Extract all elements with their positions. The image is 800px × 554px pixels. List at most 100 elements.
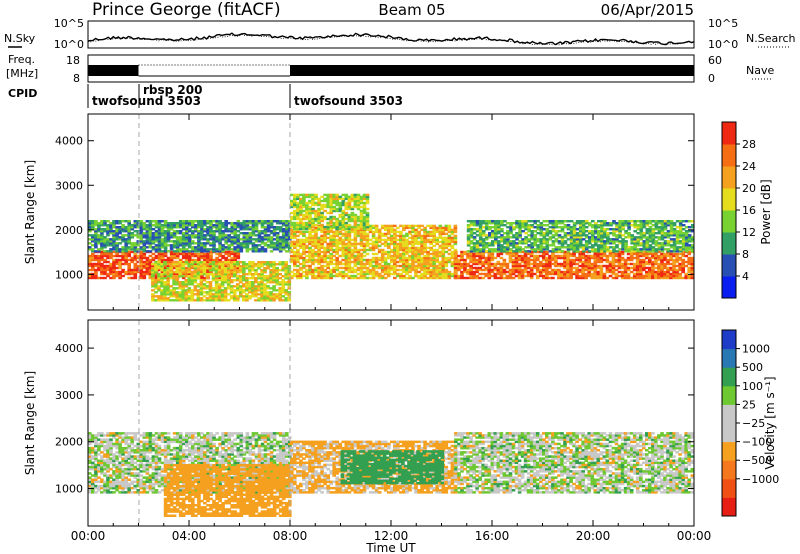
- heatmap-cell: [254, 287, 258, 290]
- heatmap-cell: [121, 262, 125, 266]
- heatmap-cell: [332, 258, 336, 262]
- heatmap-cell: [481, 238, 486, 241]
- heatmap-cell: [151, 269, 155, 272]
- heatmap-cell: [527, 240, 531, 243]
- heatmap-cell: [506, 230, 510, 233]
- heatmap-cell: [91, 264, 95, 268]
- heatmap-cell: [230, 248, 234, 251]
- heatmap-cell: [353, 246, 358, 250]
- heatmap-cell: [302, 244, 306, 248]
- heatmap-cell: [197, 266, 201, 270]
- heatmap-cell: [212, 248, 216, 251]
- heatmap-cell: [145, 268, 150, 272]
- heatmap-cell: [368, 228, 373, 232]
- heatmap-cell: [94, 262, 98, 266]
- heatmap-cell: [475, 250, 480, 253]
- heatmap-cell: [660, 252, 664, 256]
- heatmap-cell: [396, 272, 400, 276]
- heatmap-cell: [408, 248, 412, 252]
- heatmap-cell: [687, 268, 691, 272]
- heatmap-cell: [557, 256, 561, 260]
- heatmap-cell: [172, 252, 177, 256]
- heatmap-cell: [145, 266, 150, 270]
- heatmap-cell: [533, 230, 537, 233]
- heatmap-cell: [263, 285, 267, 288]
- heatmap-cell: [487, 268, 492, 272]
- heatmap-cell: [281, 238, 286, 241]
- heatmap-cell: [115, 260, 119, 264]
- heatmap-cell: [326, 221, 330, 225]
- heatmap-cell: [629, 252, 634, 256]
- heatmap-cell: [190, 273, 195, 276]
- heatmap-cell: [512, 222, 516, 225]
- heatmap-cell: [654, 258, 658, 262]
- heatmap-cell: [365, 248, 370, 252]
- heatmap-cell: [529, 254, 534, 258]
- heatmap-cell: [515, 226, 519, 229]
- heatmap-cell: [529, 276, 534, 280]
- heatmap-cell: [632, 262, 637, 266]
- heatmap-cell: [542, 264, 546, 268]
- heatmap-cell: [365, 272, 370, 276]
- heatmap-cell: [269, 244, 274, 247]
- heatmap-cell: [512, 234, 516, 237]
- heatmap-cell: [211, 277, 216, 280]
- heatmap-cell: [215, 256, 219, 260]
- heatmap-cell: [338, 207, 343, 211]
- heatmap-cell: [408, 224, 412, 228]
- heatmap-cell: [472, 222, 477, 225]
- heatmap-cell: [151, 236, 156, 239]
- heatmap-cell: [666, 258, 670, 262]
- heatmap-cell: [97, 240, 101, 243]
- heatmap-cell: [411, 258, 415, 262]
- heatmap-cell: [245, 234, 250, 237]
- heatmap-cell: [368, 276, 373, 280]
- heatmap-cell: [560, 272, 564, 276]
- heatmap-cell: [236, 252, 241, 256]
- heatmap-cell: [314, 203, 318, 207]
- heatmap-cell: [217, 295, 222, 298]
- heatmap-cell: [329, 211, 333, 215]
- heatmap-cell: [490, 274, 495, 278]
- heatmap-cell: [432, 268, 436, 272]
- heatmap-cell: [275, 238, 280, 241]
- heatmap-cell: [296, 248, 300, 252]
- heatmap-cell: [200, 276, 204, 280]
- heatmap-cell: [124, 242, 128, 245]
- heatmap-cell: [160, 240, 165, 243]
- heatmap-cell: [217, 269, 222, 272]
- heatmap-cell: [584, 262, 588, 266]
- heatmap-cell: [587, 256, 591, 260]
- heatmap-cell: [402, 276, 406, 280]
- heatmap-cell: [163, 250, 168, 253]
- heatmap-cell: [390, 250, 394, 254]
- heatmap-cell: [269, 297, 273, 300]
- heatmap-cell: [175, 248, 180, 251]
- heatmap-cell: [563, 258, 567, 262]
- heatmap-cell: [226, 277, 231, 280]
- heatmap-cell: [197, 226, 201, 229]
- heatmap-cell: [620, 276, 625, 280]
- heatmap-cell: [666, 254, 670, 258]
- heatmap-cell: [393, 256, 397, 260]
- heatmap-cell: [499, 262, 504, 266]
- heatmap-cell: [209, 254, 213, 258]
- heatmap-cell: [444, 258, 449, 262]
- heatmap-cell: [429, 274, 433, 278]
- heatmap-cell: [453, 236, 458, 240]
- heatmap-cell: [684, 260, 688, 264]
- heatmap-cell: [115, 274, 119, 278]
- heatmap-cell: [575, 248, 580, 251]
- heatmap-cell: [308, 240, 312, 244]
- heatmap-cell: [500, 238, 504, 241]
- heatmap-cell: [266, 265, 270, 268]
- heatmap-cell: [302, 232, 306, 236]
- heatmap-cell: [314, 195, 318, 199]
- heatmap-cell: [432, 234, 436, 238]
- heatmap-cell: [299, 230, 303, 234]
- heatmap-cell: [478, 250, 483, 253]
- heatmap-cell: [245, 242, 250, 245]
- heatmap-cell: [617, 264, 622, 268]
- heatmap-cell: [109, 252, 113, 256]
- heatmap-cell: [157, 277, 161, 280]
